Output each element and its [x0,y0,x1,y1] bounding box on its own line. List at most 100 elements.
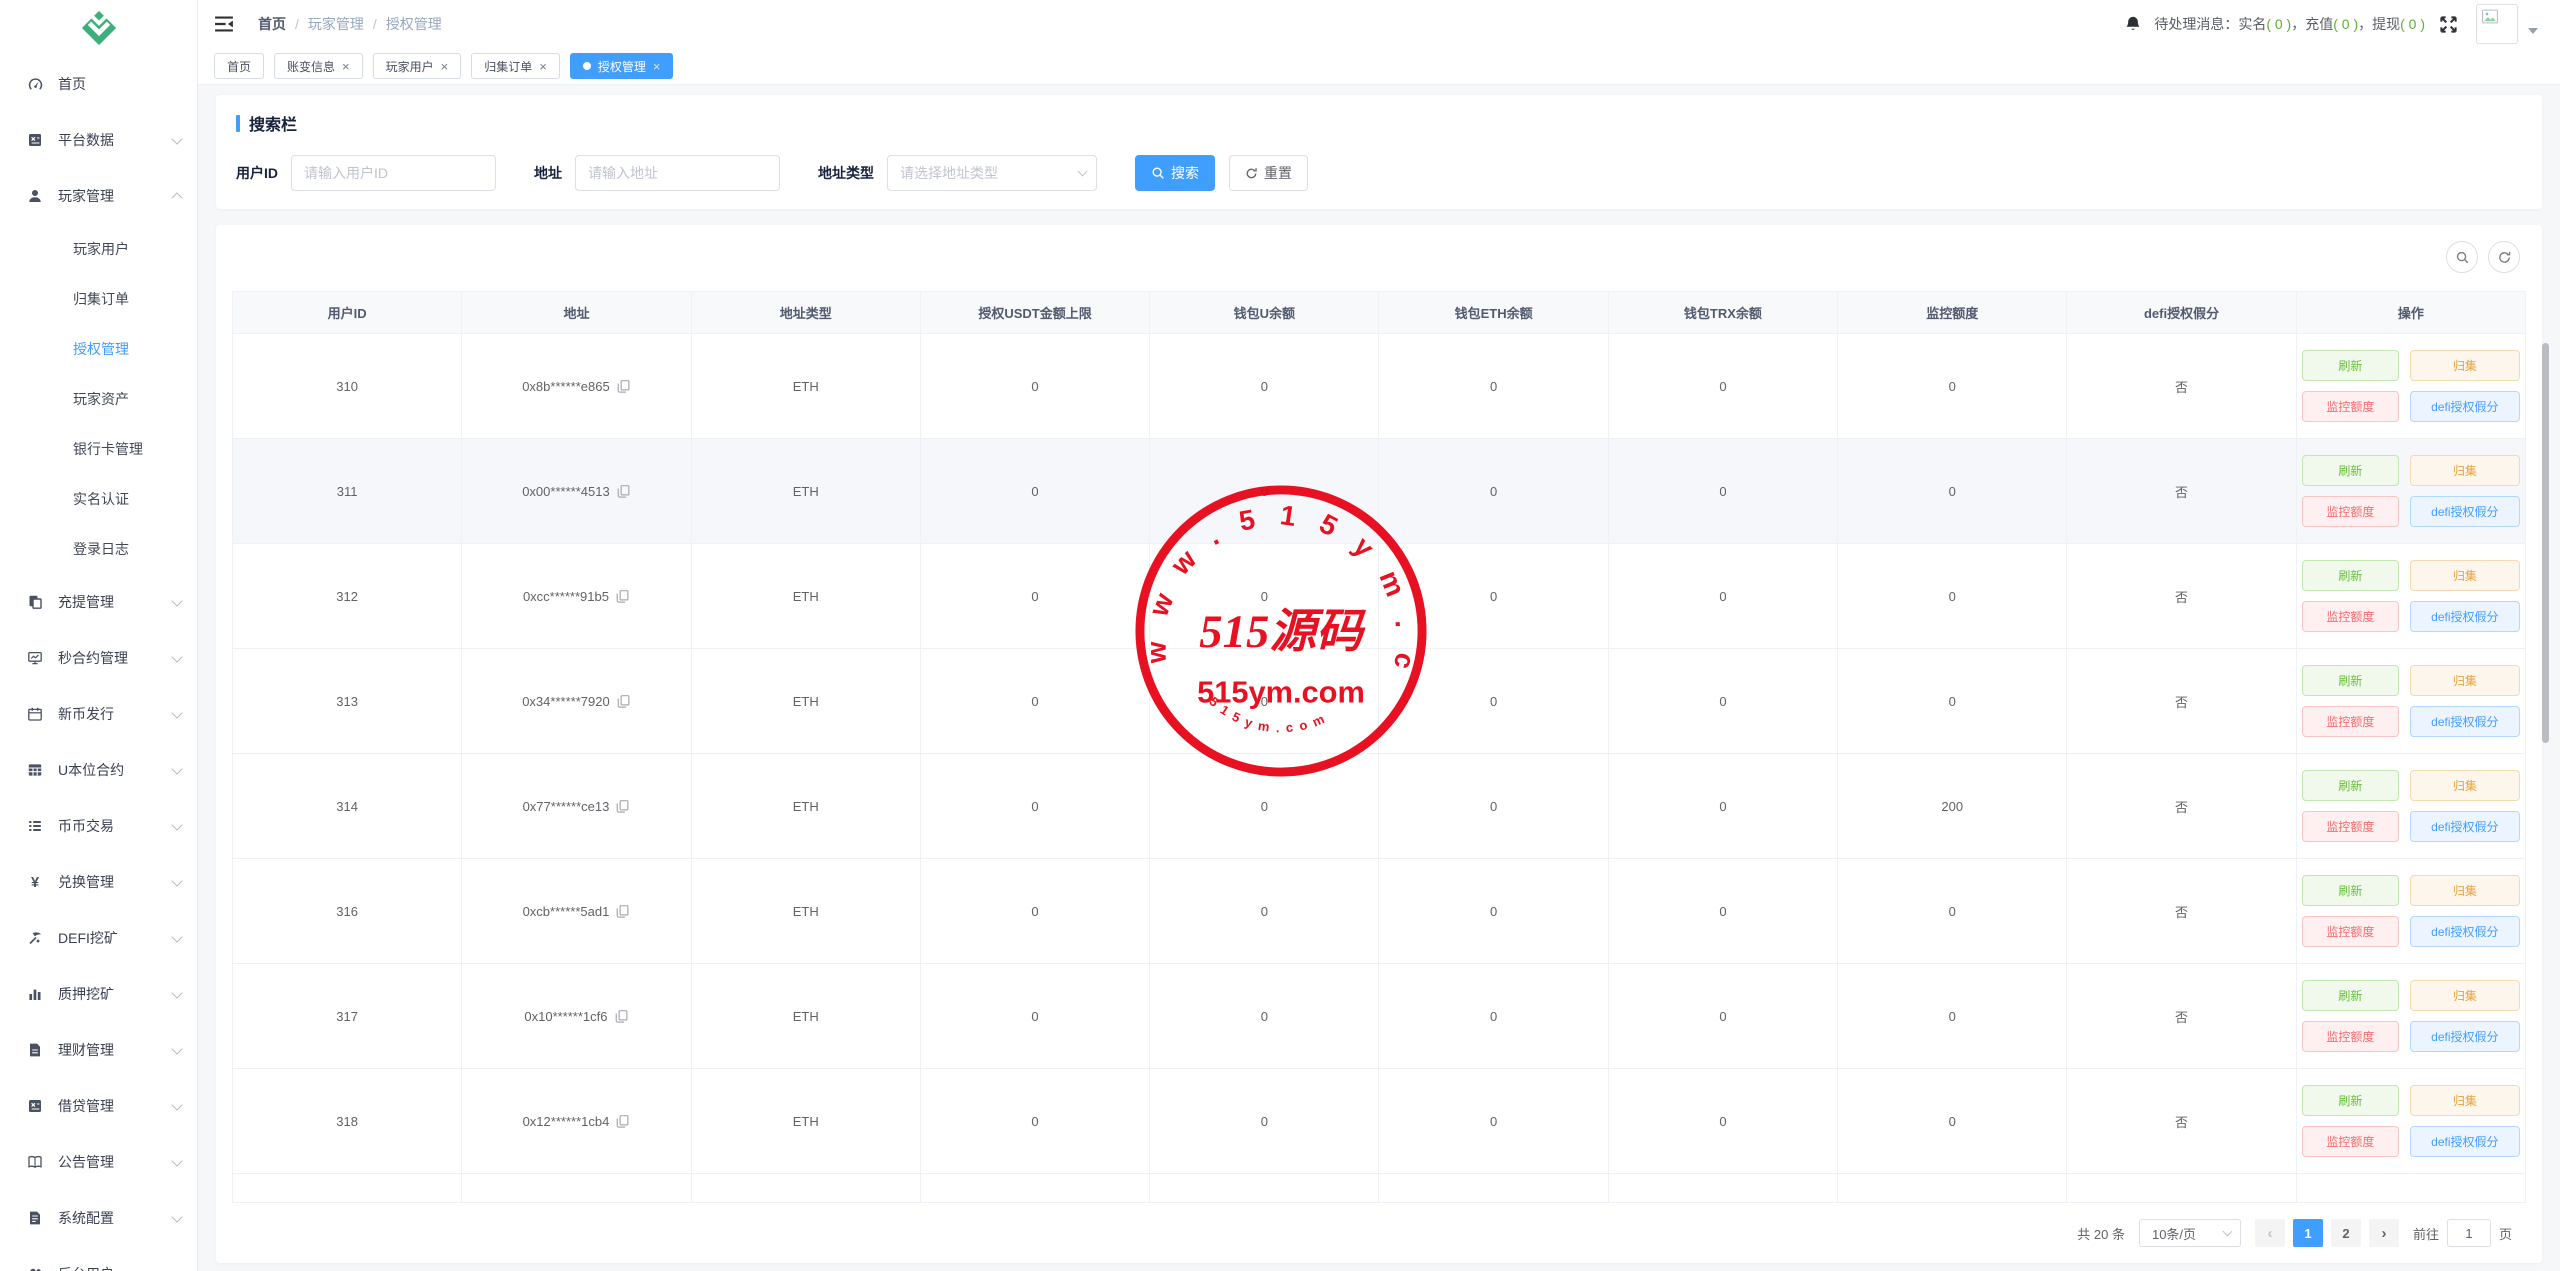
sidebar-item-兑换管理[interactable]: ¥ 兑换管理 [0,854,197,910]
breadcrumb-item[interactable]: 首页 [258,16,286,32]
admin-users-icon [26,1265,44,1271]
copy-icon[interactable] [615,904,630,919]
sidebar-item-新币发行[interactable]: 新币发行 [0,686,197,742]
goto-page-input[interactable] [2446,1219,2491,1247]
action-button-defi授权假分[interactable]: defi授权假分 [2409,916,2520,947]
action-button-监控额度[interactable]: 监控额度 [2301,811,2399,842]
sidebar-item-首页[interactable]: 首页 [0,56,197,112]
action-button-刷新[interactable]: 刷新 [2301,980,2399,1011]
tab-玩家用户[interactable]: 玩家用户 × [372,53,462,79]
sidebar-subitem-授权管理[interactable]: 授权管理 [73,341,129,357]
sidebar-item-币币交易[interactable]: 币币交易 [0,798,197,854]
message-type-label[interactable]: 提现 [2372,16,2401,32]
action-button-监控额度[interactable]: 监控额度 [2301,391,2399,422]
toggle-search-button[interactable] [2446,241,2478,273]
sidebar-subitem-玩家资产[interactable]: 玩家资产 [73,391,129,407]
sidebar-item-系统配置[interactable]: 系统配置 [0,1190,197,1246]
reset-button[interactable]: 重置 [1229,155,1308,191]
copy-icon[interactable] [616,484,631,499]
action-button-监控额度[interactable]: 监控额度 [2301,916,2399,947]
search-button[interactable]: 搜索 [1135,155,1215,191]
sidebar-item-DEFI挖矿[interactable]: DEFI挖矿 [0,910,197,966]
tab-close-icon[interactable]: × [342,58,350,74]
table-scroll-area[interactable]: 用户ID 地址 地址类型 授权USDT金额上限 钱包U余额 钱包ETH余额 钱包TRX余额监… [232,291,2526,1203]
sidebar-item-玩家管理[interactable]: 玩家管理 [0,168,197,224]
tab-close-icon[interactable]: × [440,58,449,74]
action-button-defi授权假分[interactable]: defi授权假分 [2409,391,2520,422]
action-button-defi授权假分[interactable]: defi授权假分 [2409,496,2520,527]
tab-close-icon[interactable]: × [539,58,547,74]
copy-icon[interactable] [614,1009,629,1024]
action-button-归集[interactable]: 归集 [2409,350,2520,381]
refresh-table-button[interactable] [2488,241,2520,273]
action-button-defi授权假分[interactable]: defi授权假分 [2409,1126,2520,1157]
sidebar-fold-icon[interactable] [214,13,236,35]
bell-icon[interactable] [2124,15,2142,33]
action-button-归集[interactable]: 归集 [2409,665,2520,696]
action-button-归集[interactable]: 归集 [2409,1085,2520,1116]
copy-icon[interactable] [616,379,631,394]
action-button-归集[interactable]: 归集 [2409,770,2520,801]
sidebar-item-借贷管理[interactable]: 借贷管理 [0,1078,197,1134]
tab-账变信息[interactable]: 账变信息 × [274,53,363,79]
page-button-2[interactable]: 2 [2330,1219,2361,1247]
action-button-归集[interactable]: 归集 [2409,455,2520,486]
sidebar-subitem-实名认证[interactable]: 实名认证 [73,491,129,507]
address-text: 0x00******4513 [522,483,610,499]
page-button-1[interactable]: 1 [2292,1219,2323,1247]
message-type-label[interactable]: 充值 [2305,16,2334,32]
tab-归集订单[interactable]: 归集订单 × [471,53,560,79]
地址类型-select[interactable]: 请选择地址类型 [887,155,1097,191]
action-button-监控额度[interactable]: 监控额度 [2301,496,2399,527]
action-button-刷新[interactable]: 刷新 [2301,350,2399,381]
copy-icon[interactable] [615,799,630,814]
action-button-defi授权假分[interactable]: defi授权假分 [2409,601,2520,632]
sidebar-subitem-玩家用户[interactable]: 玩家用户 [73,241,129,257]
sidebar-subitem-登录日志[interactable]: 登录日志 [73,541,129,557]
action-button-刷新[interactable]: 刷新 [2301,875,2399,906]
action-button-defi授权假分[interactable]: defi授权假分 [2409,1021,2520,1052]
tab-首页[interactable]: 首页 [214,53,265,79]
page-size-select[interactable]: 10条/页 [2138,1219,2241,1247]
action-button-监控额度[interactable]: 监控额度 [2301,1126,2399,1157]
sidebar-item-秒合约管理[interactable]: 秒合约管理 [0,630,197,686]
用户ID-input[interactable] [291,155,496,191]
action-button-归集[interactable]: 归集 [2409,560,2520,591]
action-button-归集[interactable]: 归集 [2409,980,2520,1011]
next-page-button[interactable]: › [2368,1219,2399,1247]
sidebar-item-label: 借贷管理 [58,1098,114,1114]
avatar[interactable] [2476,4,2518,44]
action-button-监控额度[interactable]: 监控额度 [2301,1021,2399,1052]
copy-icon[interactable] [615,589,630,604]
fullscreen-icon[interactable] [2439,15,2458,34]
action-button-归集[interactable]: 归集 [2409,875,2520,906]
copy-icon[interactable] [616,694,631,709]
user-menu-caret-icon[interactable] [2528,28,2538,34]
message-type-label[interactable]: 实名 [2238,16,2267,32]
action-button-刷新[interactable]: 刷新 [2301,665,2399,696]
sidebar-item-充提管理[interactable]: 充提管理 [0,574,197,630]
copy-icon[interactable] [615,1114,630,1129]
sidebar-item-U本位合约[interactable]: U本位合约 [0,742,197,798]
action-button-defi授权假分[interactable]: defi授权假分 [2409,706,2520,737]
cell-actions: 刷新 归集 监控额度 defi授权假分 [2295,648,2526,754]
action-button-defi授权假分[interactable]: defi授权假分 [2409,811,2520,842]
prev-page-button[interactable]: ‹ [2254,1219,2285,1247]
page-scrollbar[interactable] [2542,343,2549,743]
sidebar-item-质押挖矿[interactable]: 质押挖矿 [0,966,197,1022]
action-button-监控额度[interactable]: 监控额度 [2301,601,2399,632]
action-button-刷新[interactable]: 刷新 [2301,1085,2399,1116]
sidebar-subitem-银行卡管理[interactable]: 银行卡管理 [73,441,143,457]
tab-close-icon[interactable]: × [652,58,661,74]
sidebar-item-平台数据[interactable]: 平台数据 [0,112,197,168]
action-button-监控额度[interactable]: 监控额度 [2301,706,2399,737]
sidebar-item-后台用户[interactable]: 后台用户 [0,1246,197,1271]
sidebar-item-理财管理[interactable]: 理财管理 [0,1022,197,1078]
地址-input[interactable] [575,155,780,191]
action-button-刷新[interactable]: 刷新 [2301,455,2399,486]
action-button-刷新[interactable]: 刷新 [2301,560,2399,591]
tab-授权管理[interactable]: 授权管理 × [569,53,674,79]
sidebar-subitem-归集订单[interactable]: 归集订单 [73,291,129,307]
sidebar-item-公告管理[interactable]: 公告管理 [0,1134,197,1190]
action-button-刷新[interactable]: 刷新 [2301,770,2399,801]
